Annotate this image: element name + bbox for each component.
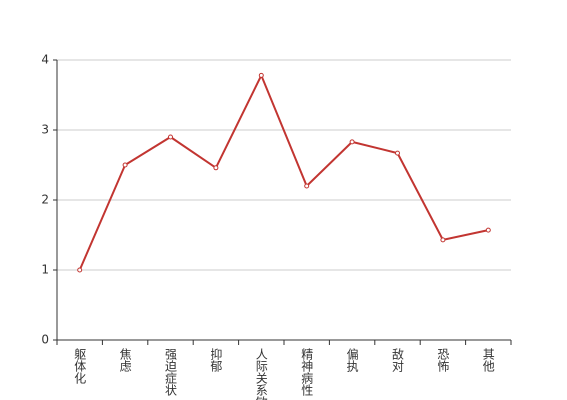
x-tick-label: 人际关系敏感 [254,348,268,400]
x-tick-label: 偏执 [345,347,359,373]
x-tick-label: 其他 [481,348,495,372]
point [440,237,446,243]
point [485,227,491,233]
y-tick-label: 3 [41,123,49,137]
x-tick-label: 躯体化 [73,347,87,385]
y-tick-label: 4 [41,53,49,67]
x-tick-label: 精神病性 [300,348,314,397]
y-tick-label: 1 [41,263,49,277]
x-tick-label: 焦虑 [118,348,132,372]
point [213,165,219,171]
point [395,150,400,156]
point [122,162,128,168]
x-tick-label: 抑郁 [209,347,223,373]
x-tick-label: 敌对 [391,347,405,372]
x-tick-label: 强迫症状 [164,348,178,396]
point [258,72,264,78]
line [78,72,489,271]
y-tick-label: 0 [41,333,49,347]
point [304,183,310,189]
x-tick-label: 恐怖 [436,348,450,372]
point [77,267,83,273]
y-tick-label: 2 [41,193,49,207]
point [349,139,355,145]
point [168,134,173,140]
